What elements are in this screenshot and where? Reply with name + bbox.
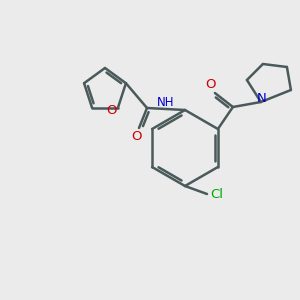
Text: N: N bbox=[257, 92, 267, 106]
Text: NH: NH bbox=[157, 95, 175, 109]
Text: O: O bbox=[132, 130, 142, 143]
Text: Cl: Cl bbox=[211, 188, 224, 200]
Text: O: O bbox=[206, 77, 216, 91]
Text: O: O bbox=[107, 104, 117, 117]
